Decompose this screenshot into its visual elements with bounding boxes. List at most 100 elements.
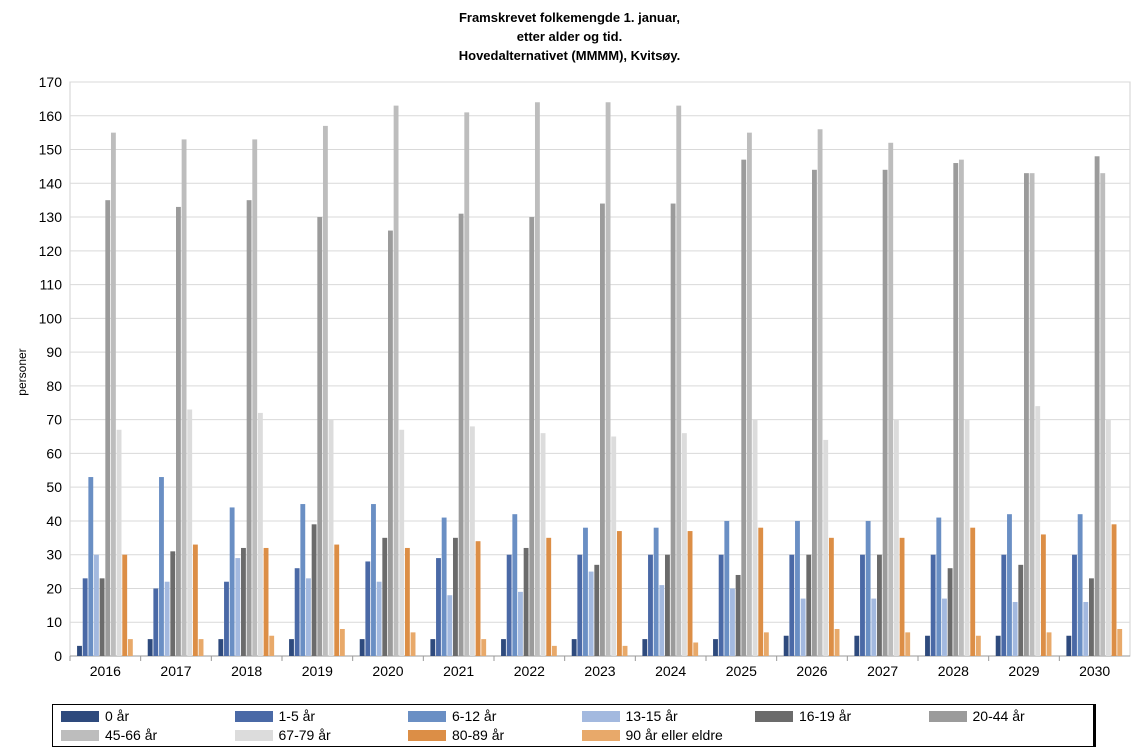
legend-swatch xyxy=(928,710,967,722)
bar-2030-series-0 xyxy=(1066,635,1072,656)
legend-item: 13-15 år xyxy=(581,707,678,725)
bar-2030-series-7 xyxy=(1105,419,1111,656)
legend-swatch xyxy=(408,710,446,722)
bar-2027-series-4 xyxy=(877,554,882,656)
bar-2027-series-2 xyxy=(865,520,871,656)
bar-2020-series-6 xyxy=(393,105,399,656)
bar-2026-series-9 xyxy=(834,628,840,656)
bar-2019-series-2 xyxy=(300,504,306,656)
bar-2021-series-9 xyxy=(481,639,487,656)
bar-2016-series-5 xyxy=(105,200,111,657)
chart-title-line-2: etter alder og tid. xyxy=(516,29,623,44)
legend-item: 80-89 år xyxy=(408,726,504,744)
bar-2026-series-1 xyxy=(789,554,795,656)
bar-2025-series-7 xyxy=(752,419,758,656)
bar-2028-series-7 xyxy=(964,419,970,656)
bar-2021-series-5 xyxy=(458,213,464,656)
bar-2025-series-5 xyxy=(741,159,747,657)
bar-2029-series-7 xyxy=(1035,406,1041,656)
bar-2026-series-6 xyxy=(817,129,823,657)
x-tick-label: 2027 xyxy=(867,663,898,679)
bar-2027-series-5 xyxy=(882,169,888,656)
bar-2028-series-5 xyxy=(953,163,959,657)
x-tick-label: 2030 xyxy=(1079,663,1110,679)
bar-2027-series-1 xyxy=(860,554,865,656)
legend-label: 45-66 år xyxy=(105,727,158,743)
bar-2022-series-5 xyxy=(529,217,535,656)
bar-2023-series-2 xyxy=(583,527,588,656)
y-tick-label: 60 xyxy=(46,445,62,461)
bar-2016-series-2 xyxy=(88,477,94,656)
bar-2025-series-6 xyxy=(746,132,752,656)
bar-2028-series-9 xyxy=(975,635,981,656)
bar-2027-series-9 xyxy=(905,632,911,656)
bar-2027-series-6 xyxy=(888,142,894,656)
legend-item: 67-79 år xyxy=(234,726,331,744)
bar-2023-series-5 xyxy=(600,203,605,656)
legend-label: 80-89 år xyxy=(452,727,505,743)
bar-2029-series-4 xyxy=(1018,564,1024,656)
bar-2016-series-9 xyxy=(127,639,133,656)
bar-2018-series-0 xyxy=(218,639,224,656)
legend-item: 16-19 år xyxy=(755,707,851,725)
bar-2025-series-1 xyxy=(718,554,724,656)
bar-2028-series-3 xyxy=(942,598,947,656)
bar-2018-series-4 xyxy=(241,547,246,656)
bar-2027-series-7 xyxy=(893,419,899,656)
bar-2022-series-3 xyxy=(518,591,523,656)
bar-2021-series-0 xyxy=(430,639,436,656)
y-tick-label: 20 xyxy=(46,580,62,596)
bar-2016-series-6 xyxy=(110,132,116,656)
bar-2018-series-3 xyxy=(235,558,241,656)
bar-2027-series-0 xyxy=(854,635,860,656)
x-tick-label: 2019 xyxy=(302,663,333,679)
bar-2024-series-8 xyxy=(687,531,693,656)
x-tick-label: 2025 xyxy=(726,663,757,679)
bar-2024-series-2 xyxy=(653,527,659,656)
y-tick-label: 10 xyxy=(46,614,62,630)
x-tick-label: 2017 xyxy=(160,663,191,679)
bar-2023-series-3 xyxy=(588,571,594,656)
bar-2021-series-3 xyxy=(447,595,453,656)
bar-2029-series-9 xyxy=(1046,632,1052,656)
x-tick-label: 2021 xyxy=(443,663,474,679)
legend-swatch xyxy=(408,729,446,741)
bar-chart: 0102030405060708090100110120130140150160… xyxy=(39,74,1131,679)
bar-2022-series-0 xyxy=(501,639,506,656)
legend-swatch xyxy=(61,729,99,741)
bar-2028-series-4 xyxy=(947,568,953,656)
bar-2026-series-5 xyxy=(812,169,817,656)
bar-2022-series-4 xyxy=(523,547,529,656)
bar-2029-series-2 xyxy=(1007,514,1012,656)
bar-2017-series-5 xyxy=(176,206,181,656)
legend-swatch xyxy=(234,729,273,741)
bar-2019-series-3 xyxy=(306,578,311,656)
x-tick-label: 2023 xyxy=(584,663,615,679)
bar-2026-series-3 xyxy=(800,598,806,656)
x-tick-label: 2022 xyxy=(514,663,545,679)
bar-2029-series-5 xyxy=(1024,173,1029,656)
bar-2019-series-5 xyxy=(317,217,323,656)
bar-2030-series-2 xyxy=(1077,514,1083,656)
bar-2022-series-6 xyxy=(534,102,540,656)
bar-2030-series-9 xyxy=(1117,628,1123,656)
bar-2022-series-1 xyxy=(506,554,512,656)
legend-label: 16-19 år xyxy=(799,708,852,724)
x-tick-label: 2016 xyxy=(90,663,121,679)
bar-2024-series-6 xyxy=(676,105,682,656)
bar-2028-series-2 xyxy=(936,517,942,656)
bar-2025-series-4 xyxy=(735,574,741,656)
bar-2020-series-1 xyxy=(365,561,371,656)
bar-2022-series-9 xyxy=(551,645,557,656)
bar-2029-series-3 xyxy=(1012,601,1018,656)
bar-2024-series-3 xyxy=(659,585,665,656)
legend-label: 1-5 år xyxy=(278,708,316,724)
bar-2025-series-2 xyxy=(724,520,730,656)
x-tick-label: 2024 xyxy=(655,663,686,679)
bar-2020-series-2 xyxy=(371,504,376,656)
bar-2018-series-8 xyxy=(263,547,269,656)
x-tick-label: 2018 xyxy=(231,663,262,679)
bar-2023-series-6 xyxy=(605,102,611,656)
bar-2030-series-1 xyxy=(1072,554,1077,656)
bar-2030-series-5 xyxy=(1094,156,1100,656)
